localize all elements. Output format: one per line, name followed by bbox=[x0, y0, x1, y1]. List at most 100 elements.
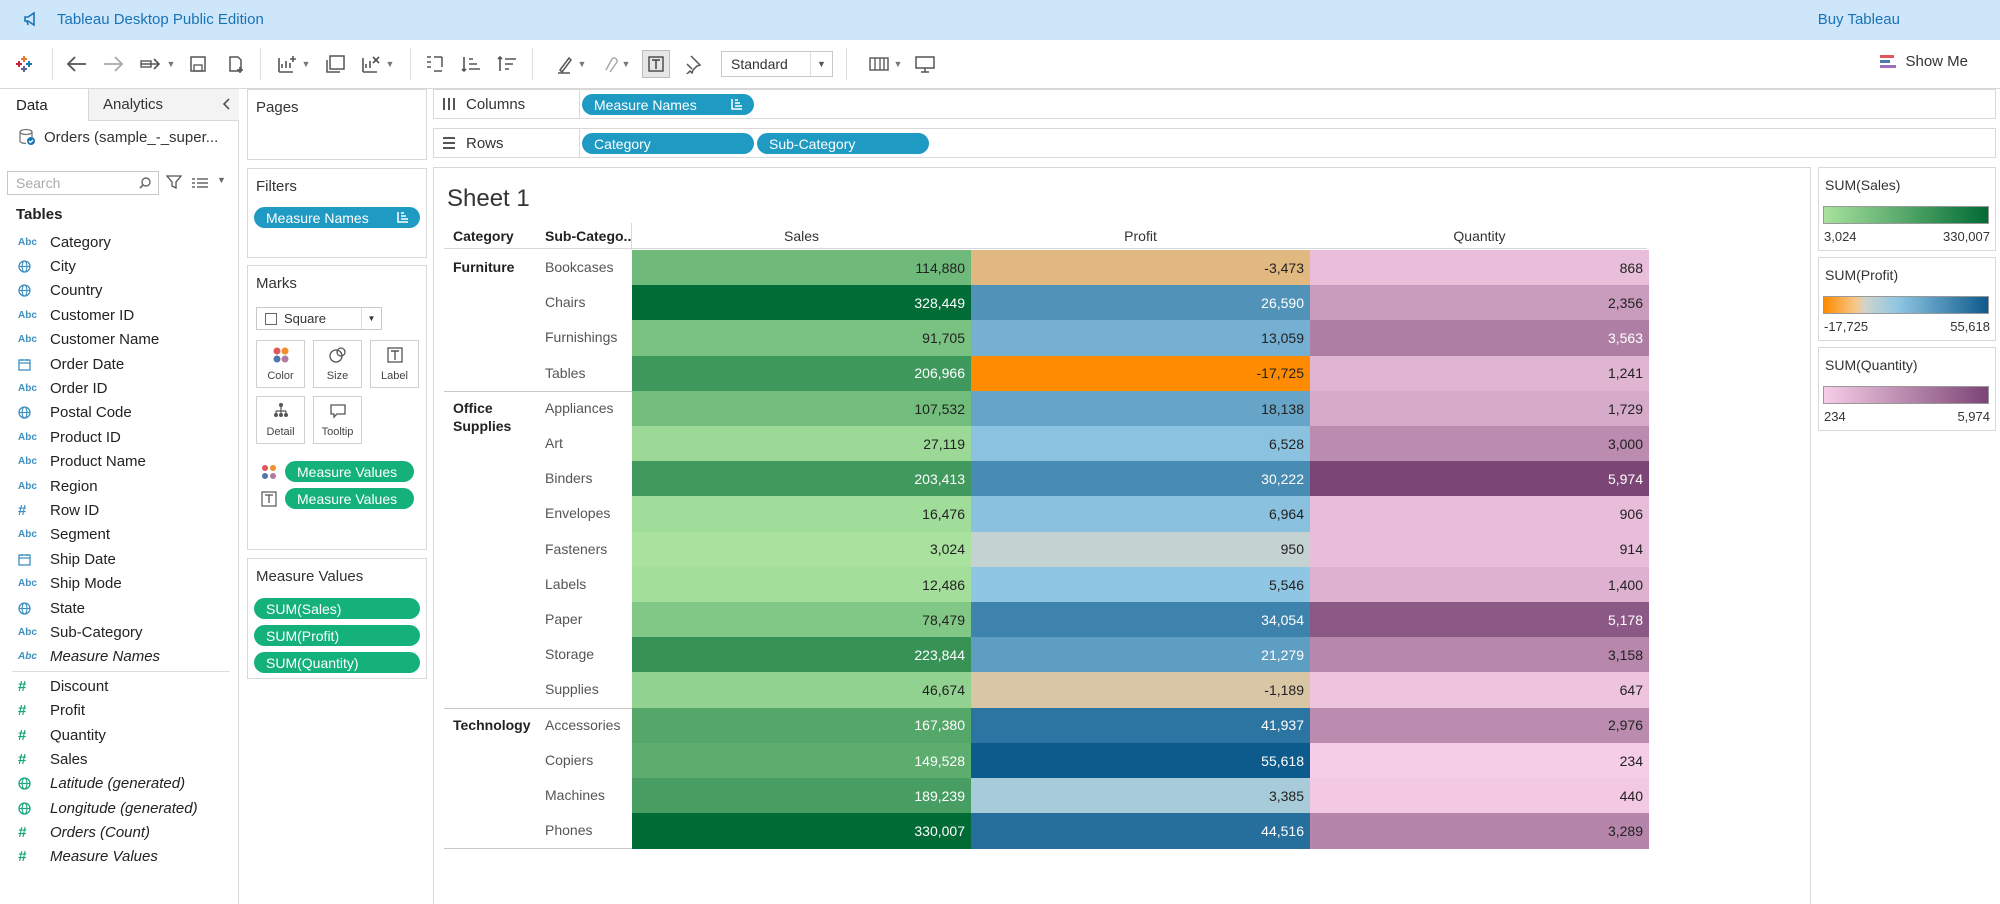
save-icon[interactable] bbox=[186, 51, 210, 77]
field-item[interactable]: Ship Date bbox=[0, 547, 238, 571]
table-cell-profit[interactable]: 26,590 bbox=[971, 285, 1310, 321]
show-me-button[interactable]: Show Me bbox=[1879, 53, 1968, 70]
table-cell-sales[interactable]: 91,705 bbox=[632, 320, 971, 356]
detail-button[interactable]: Detail bbox=[256, 396, 305, 444]
header-profit[interactable]: Profit bbox=[1124, 228, 1157, 244]
table-cell-sales[interactable]: 107,532 bbox=[632, 390, 971, 427]
mark-type-select[interactable]: Square ▼ bbox=[256, 307, 382, 330]
table-cell-sales[interactable]: 189,239 bbox=[632, 778, 971, 814]
sub-category-label[interactable]: Machines bbox=[545, 787, 605, 803]
tab-data[interactable]: Data bbox=[0, 89, 88, 121]
header-sub-category[interactable]: Sub-Catego.. bbox=[545, 228, 632, 244]
table-cell-sales[interactable]: 16,476 bbox=[632, 496, 971, 532]
field-item[interactable]: Abc Customer Name bbox=[0, 328, 238, 352]
field-item[interactable]: Abc Order ID bbox=[0, 376, 238, 400]
sub-category-label[interactable]: Appliances bbox=[545, 399, 614, 416]
field-item[interactable]: Abc Sub-Category bbox=[0, 620, 238, 644]
sub-category-label[interactable]: Accessories bbox=[545, 716, 621, 733]
sub-category-label[interactable]: Supplies bbox=[545, 681, 599, 698]
table-cell-quantity[interactable]: 1,241 bbox=[1310, 355, 1649, 392]
field-item[interactable]: Abc Segment bbox=[0, 523, 238, 547]
columns-shelf[interactable]: Columns Measure Names bbox=[433, 89, 1996, 119]
measure-pill-sum-profit[interactable]: SUM(Profit) bbox=[254, 625, 420, 646]
table-cell-sales[interactable]: 27,119 bbox=[632, 426, 971, 462]
field-item[interactable]: Abc Category bbox=[0, 230, 238, 254]
table-cell-sales[interactable]: 223,844 bbox=[632, 637, 971, 673]
table-cell-profit[interactable]: 13,059 bbox=[971, 320, 1310, 356]
table-cell-profit[interactable]: 55,618 bbox=[971, 742, 1310, 779]
table-cell-profit[interactable]: 41,937 bbox=[971, 707, 1310, 744]
sub-category-label[interactable]: Binders bbox=[545, 470, 593, 487]
collapse-pane-icon[interactable] bbox=[221, 97, 231, 115]
view-dropdown-icon[interactable]: ▼ bbox=[217, 175, 226, 185]
measure-pill-sum-quantity[interactable]: SUM(Quantity) bbox=[254, 652, 420, 673]
table-cell-quantity[interactable]: 5,974 bbox=[1310, 461, 1649, 497]
table-cell-quantity[interactable]: 3,289 bbox=[1310, 813, 1649, 849]
table-cell-quantity[interactable]: 2,356 bbox=[1310, 285, 1649, 321]
table-cell-profit[interactable]: 21,279 bbox=[971, 637, 1310, 673]
table-cell-profit[interactable]: -17,725 bbox=[971, 355, 1310, 392]
view-list-icon[interactable] bbox=[191, 176, 209, 193]
table-cell-quantity[interactable]: 3,563 bbox=[1310, 320, 1649, 356]
field-item[interactable]: Abc Customer ID bbox=[0, 303, 238, 327]
field-item[interactable]: Country bbox=[0, 279, 238, 303]
field-search-input[interactable]: Search bbox=[7, 171, 159, 195]
swap-rows-columns-icon[interactable] bbox=[422, 51, 448, 77]
sub-category-label[interactable]: Art bbox=[545, 435, 563, 451]
show-mark-labels-icon[interactable] bbox=[642, 50, 670, 78]
duplicate-sheet-icon[interactable] bbox=[322, 51, 348, 77]
table-cell-quantity[interactable]: 868 bbox=[1310, 250, 1649, 286]
table-cell-sales[interactable]: 114,880 bbox=[632, 250, 971, 286]
marks-pill-color-measure-values[interactable]: Measure Values bbox=[285, 461, 414, 482]
sub-category-label[interactable]: Storage bbox=[545, 646, 595, 663]
color-button[interactable]: Color bbox=[256, 340, 305, 388]
presentation-mode-icon[interactable] bbox=[912, 51, 938, 77]
rows-pill-sub-category[interactable]: Sub-Category bbox=[757, 133, 929, 154]
table-cell-sales[interactable]: 3,024 bbox=[632, 531, 971, 568]
sub-category-label[interactable]: Labels bbox=[545, 575, 587, 592]
tableau-logo-icon[interactable] bbox=[12, 51, 36, 77]
marks-pill-label-measure-values[interactable]: Measure Values bbox=[285, 488, 414, 509]
table-cell-quantity[interactable]: 234 bbox=[1310, 742, 1649, 779]
buy-tableau-link[interactable]: Buy Tableau bbox=[1817, 11, 1900, 28]
color-legend[interactable]: SUM(Profit) -17,725 55,618 bbox=[1818, 257, 1996, 341]
table-cell-sales[interactable]: 328,449 bbox=[632, 285, 971, 321]
sub-category-label[interactable]: Chairs bbox=[545, 294, 586, 311]
filter-pill-measure-names[interactable]: Measure Names bbox=[254, 207, 420, 228]
sub-category-label[interactable]: Fasteners bbox=[545, 540, 608, 557]
sort-descending-icon[interactable] bbox=[494, 51, 520, 77]
field-item[interactable]: Abc Product ID bbox=[0, 425, 238, 449]
table-cell-profit[interactable]: 3,385 bbox=[971, 778, 1310, 814]
field-item[interactable]: # Profit bbox=[0, 698, 238, 722]
category-label[interactable]: Technology bbox=[453, 716, 531, 733]
header-quantity[interactable]: Quantity bbox=[1453, 228, 1506, 244]
field-item[interactable]: Order Date bbox=[0, 352, 238, 376]
measure-pill-sum-sales[interactable]: SUM(Sales) bbox=[254, 598, 420, 619]
tooltip-button[interactable]: Tooltip bbox=[313, 396, 362, 444]
table-cell-sales[interactable]: 203,413 bbox=[632, 461, 971, 497]
sub-category-label[interactable]: Bookcases bbox=[545, 259, 614, 275]
sub-category-label[interactable]: Copiers bbox=[545, 751, 594, 768]
sort-ascending-icon[interactable] bbox=[458, 51, 484, 77]
table-cell-sales[interactable]: 78,479 bbox=[632, 602, 971, 638]
filter-fields-icon[interactable] bbox=[165, 174, 183, 194]
table-cell-sales[interactable]: 46,674 bbox=[632, 672, 971, 708]
datasource-item[interactable]: Orders (sample_-_super... bbox=[18, 128, 218, 146]
field-item[interactable]: # Measure Values bbox=[0, 845, 238, 869]
field-item[interactable]: Latitude (generated) bbox=[0, 772, 238, 796]
table-cell-quantity[interactable]: 914 bbox=[1310, 531, 1649, 568]
table-cell-quantity[interactable]: 440 bbox=[1310, 778, 1649, 814]
table-cell-quantity[interactable]: 5,178 bbox=[1310, 602, 1649, 638]
field-item[interactable]: City bbox=[0, 254, 238, 278]
redo-icon[interactable] bbox=[100, 51, 126, 77]
pages-card[interactable]: Pages bbox=[247, 89, 427, 160]
highlight-icon[interactable]: ▼ bbox=[552, 51, 590, 77]
sub-category-label[interactable]: Paper bbox=[545, 611, 583, 627]
table-cell-profit[interactable]: 5,546 bbox=[971, 566, 1310, 603]
table-cell-profit[interactable]: 950 bbox=[971, 531, 1310, 568]
new-data-source-icon[interactable] bbox=[224, 51, 248, 77]
field-item[interactable]: # Quantity bbox=[0, 723, 238, 747]
table-cell-profit[interactable]: 18,138 bbox=[971, 390, 1310, 427]
field-item[interactable]: # Sales bbox=[0, 747, 238, 771]
rows-pill-category[interactable]: Category bbox=[582, 133, 754, 154]
